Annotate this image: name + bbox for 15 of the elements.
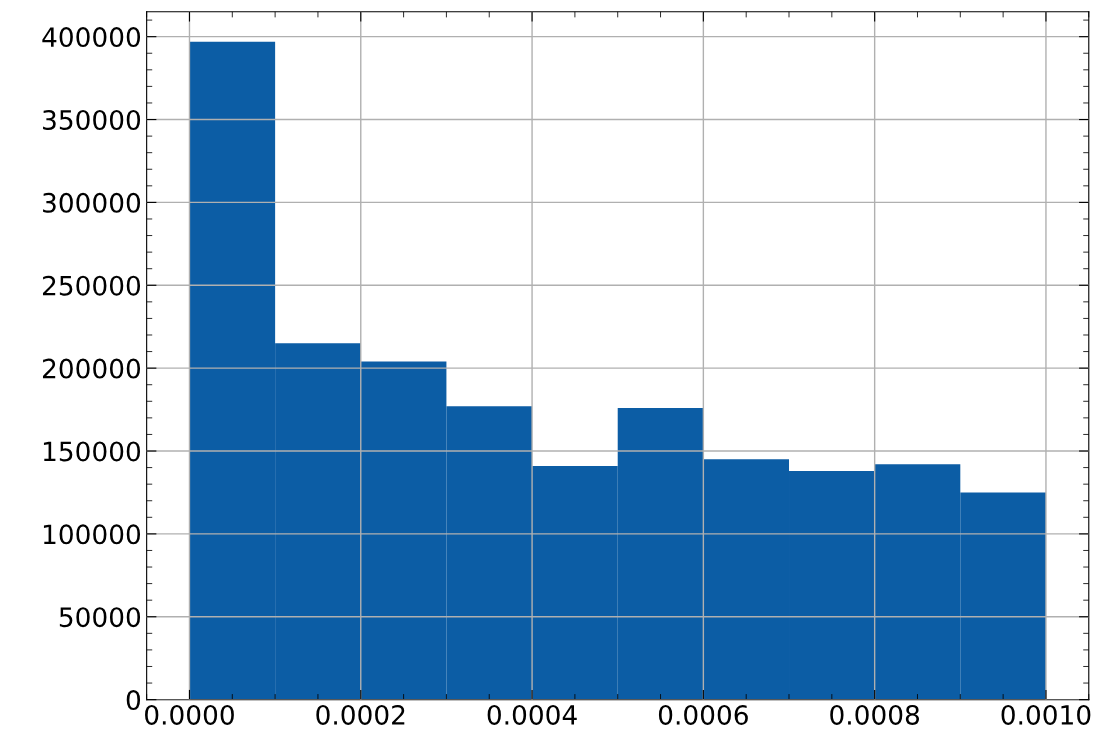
y-tick-label: 300000 <box>43 192 141 213</box>
x-tick-label: 0.0010 <box>1001 704 1091 725</box>
y-tick-label: 350000 <box>43 109 141 130</box>
y-tick-label: 0 <box>126 690 141 711</box>
y-tick-label: 200000 <box>42 358 141 379</box>
y-tick-label: 400000 <box>42 27 141 48</box>
y-tick-label: 150000 <box>43 441 141 462</box>
x-tick-label: 0.0002 <box>316 704 405 725</box>
x-tick-label: 0.0004 <box>487 704 577 725</box>
y-tick-label: 250000 <box>42 275 141 296</box>
y-tick-label: 100000 <box>43 524 141 545</box>
x-tick-label: 0.0006 <box>658 704 748 725</box>
x-tick-label: 0.0000 <box>145 704 234 725</box>
y-tick-label: 50000 <box>59 607 141 628</box>
x-tick-label: 0.0008 <box>830 704 920 725</box>
